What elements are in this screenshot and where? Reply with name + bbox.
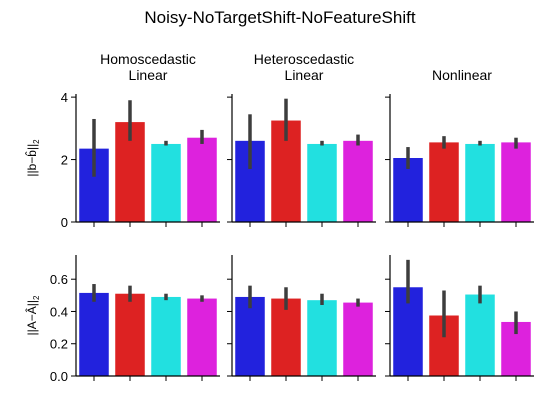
y-tick-label: 0.6: [50, 272, 68, 287]
y-tick-label: 2: [61, 153, 68, 168]
y-axis-label-text: ||b−b̂||: [24, 144, 39, 177]
bar: [115, 293, 145, 376]
column-header-line: Linear: [285, 67, 324, 83]
y-tick-label: 0: [61, 215, 68, 230]
bar: [307, 143, 337, 222]
bar: [187, 137, 217, 222]
bar: [79, 292, 109, 376]
y-tick-label: 0.0: [50, 369, 68, 384]
bar: [187, 298, 217, 376]
bar: [429, 142, 459, 222]
column-header-line: Linear: [129, 67, 168, 83]
y-tick-label: 4: [61, 90, 68, 105]
y-axis-label-subscript: 2: [32, 295, 41, 300]
bar: [271, 298, 301, 376]
chart-title: Noisy-NoTargetShift-NoFeatureShift: [144, 8, 415, 27]
column-header-line: Homoscedastic: [100, 51, 196, 67]
bar: [343, 302, 373, 376]
bar: [151, 143, 181, 222]
column-header-line: Heteroscedastic: [254, 51, 354, 67]
y-axis-label-subscript: 2: [32, 139, 41, 144]
y-tick-label: 0.2: [50, 337, 68, 352]
column-header-line: Nonlinear: [432, 67, 492, 83]
bar: [465, 294, 495, 376]
y-axis-label-text: ||A−Â||: [24, 300, 39, 335]
bar: [235, 296, 265, 376]
bar: [343, 140, 373, 222]
bar: [465, 143, 495, 222]
y-axis-label: ||b−b̂||2: [24, 139, 41, 177]
bar: [151, 296, 181, 376]
bar: [501, 142, 531, 222]
y-tick-label: 0.4: [50, 304, 68, 319]
bar: [307, 300, 337, 376]
y-axis-label: ||A−Â||2: [24, 295, 41, 335]
